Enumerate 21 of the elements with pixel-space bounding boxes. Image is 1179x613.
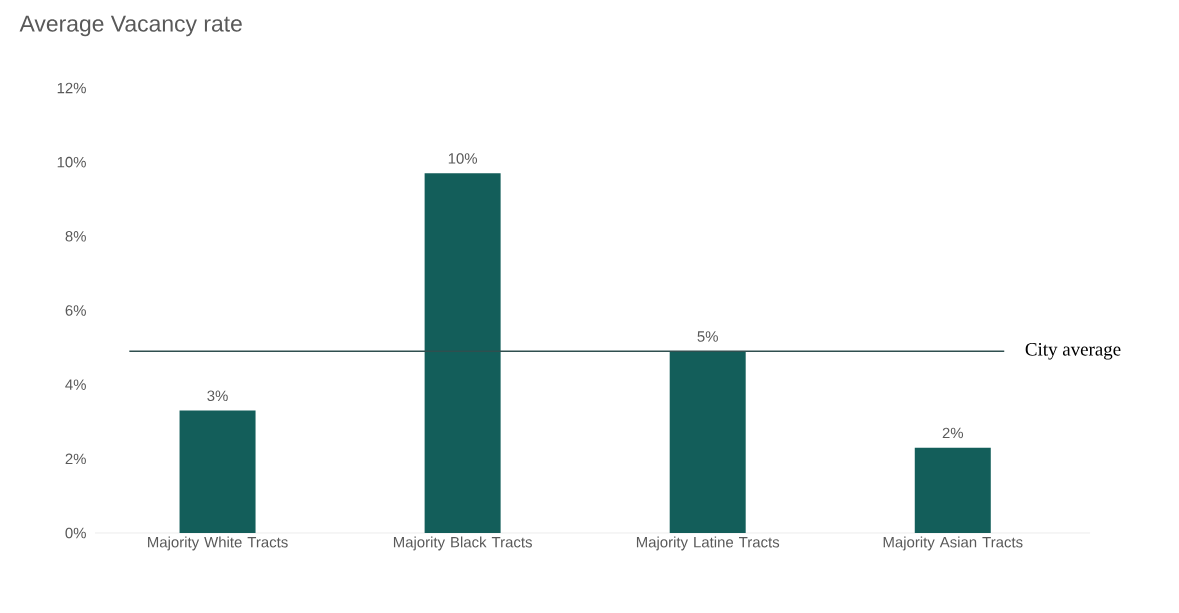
y-tick-label: 4% [65, 379, 86, 390]
bar [914, 447, 991, 533]
y-tick-label: 8% [65, 231, 86, 242]
data-label: 3% [207, 390, 228, 402]
data-label: 2% [942, 427, 964, 439]
data-label: 10% [448, 153, 478, 164]
bar [669, 351, 746, 533]
bar [424, 173, 501, 533]
bar [179, 410, 256, 533]
x-tick-label: Majority Asian Tracts [883, 536, 1023, 551]
x-tick-label: Majority White Tracts [148, 536, 288, 551]
ref-line-label: City average [1025, 342, 1121, 360]
y-tick-label: 2% [65, 453, 86, 465]
y-tick-label: 12% [57, 82, 86, 94]
y-tick-label: 6% [65, 305, 86, 316]
data-label: 5% [697, 331, 718, 342]
x-tick-label: Majority Latine Tracts [636, 536, 780, 551]
y-tick-label: 10% [57, 156, 86, 168]
chart-title: Average Vacancy rate [19, 15, 242, 37]
y-tick-label: 0% [65, 527, 86, 539]
x-tick-label: Majority Black Tracts [393, 536, 532, 551]
